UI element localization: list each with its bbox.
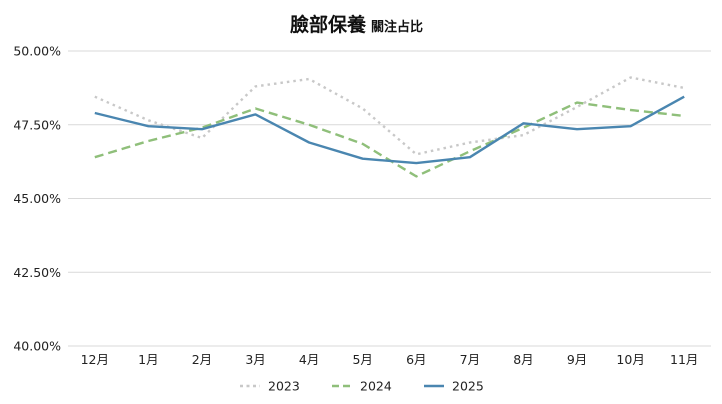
x-tick-label: 8月	[513, 352, 533, 367]
y-tick-label: 50.00%	[13, 44, 61, 59]
x-tick-label: 9月	[567, 352, 587, 367]
y-tick-label: 42.50%	[13, 265, 61, 280]
y-tick-label: 40.00%	[13, 339, 61, 354]
series-lines	[94, 76, 685, 178]
x-tick-label: 10月	[616, 352, 644, 367]
x-axis-ticks: 12月 1月 2月 3月 4月 5月 6月 7月 8月 9月 10月 11月	[81, 352, 699, 367]
series-line-2025	[94, 95, 685, 165]
legend-label-2025: 2025	[452, 379, 484, 394]
series-line-2023	[94, 76, 685, 156]
x-tick-label: 7月	[460, 352, 480, 367]
x-tick-label: 4月	[299, 352, 319, 367]
x-tick-label: 12月	[81, 352, 109, 367]
legend: 2023 2024 2025	[240, 379, 484, 394]
y-axis-ticks: 50.00% 47.50% 45.00% 42.50% 40.00%	[13, 44, 61, 354]
chart-title-sub: 關注占比	[371, 19, 423, 35]
x-tick-label: 3月	[245, 352, 265, 367]
x-tick-label: 11月	[670, 352, 698, 367]
chart-title-main: 臉部保養	[290, 13, 367, 36]
legend-label-2024: 2024	[360, 379, 392, 394]
chart-title: 臉部保養 關注占比	[290, 13, 423, 36]
y-tick-label: 45.00%	[13, 191, 61, 206]
gridlines	[68, 50, 711, 347]
x-tick-label: 5月	[352, 352, 372, 367]
x-tick-label: 1月	[138, 352, 158, 367]
x-tick-label: 6月	[406, 352, 426, 367]
series-line-2024	[94, 101, 685, 178]
y-tick-label: 47.50%	[13, 117, 61, 132]
x-tick-label: 2月	[192, 352, 212, 367]
legend-label-2023: 2023	[268, 379, 300, 394]
